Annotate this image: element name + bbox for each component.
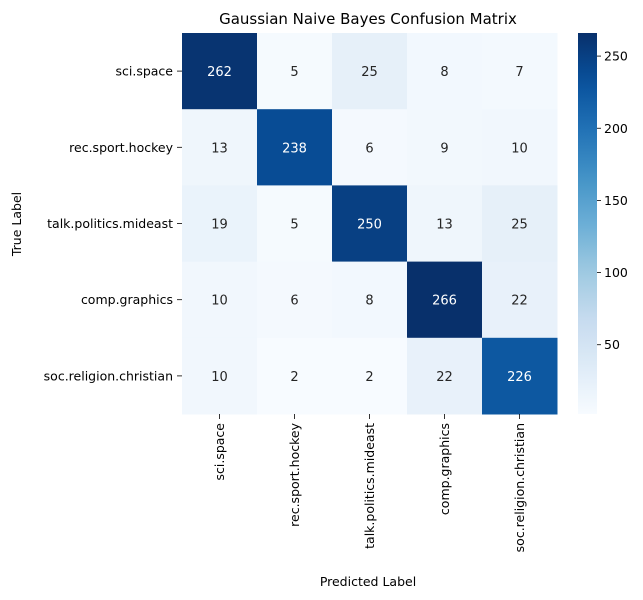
- heatmap-cell: [332, 33, 408, 110]
- cell-value-label: 22: [436, 370, 453, 385]
- colorbar-ticks: 50 100 150 200 250: [597, 49, 628, 352]
- cell-value-label: 262: [207, 65, 232, 80]
- x-tick-label: sci.space: [212, 423, 227, 481]
- x-tick-label: rec.sport.hockey: [287, 422, 302, 526]
- heatmap-cell: [182, 185, 258, 263]
- heatmap-cell: [407, 185, 483, 263]
- cell-value-label: 226: [507, 370, 532, 385]
- heatmap-cell: [332, 261, 408, 339]
- cell-value-label: 25: [511, 218, 528, 233]
- x-axis-ticks: sci.space rec.sport.hockey talk.politics.m…: [212, 414, 527, 552]
- heatmap-cell: [332, 185, 408, 263]
- colorbar-tick-label: 250: [604, 49, 628, 64]
- cell-value-label: 13: [436, 218, 453, 233]
- cell-value-label: 2: [365, 370, 373, 385]
- cell-value-label: 19: [211, 218, 228, 233]
- cell-value-label: 7: [515, 65, 523, 80]
- colorbar-tick-label: 150: [604, 193, 628, 208]
- cell-value-label: 6: [290, 294, 298, 309]
- chart-title: Gaussian Naive Bayes Confusion Matrix: [219, 10, 517, 28]
- cell-value-label: 238: [282, 141, 307, 156]
- x-axis-label: Predicted Label: [320, 574, 416, 589]
- heatmap-cell: [257, 185, 333, 263]
- heatmap-cell: [407, 33, 483, 110]
- heatmap-cell: [257, 109, 333, 186]
- heatmap-cell: [407, 337, 483, 415]
- cell-value-label: 13: [211, 141, 228, 156]
- cell-value-label: 9: [440, 141, 448, 156]
- heatmap-cell: [182, 337, 258, 415]
- heatmap-cell: [332, 109, 408, 186]
- x-tick-label: comp.graphics: [437, 423, 452, 515]
- cell-value-label: 250: [357, 218, 382, 233]
- cell-value-label: 25: [361, 65, 378, 80]
- cell-value-label: 2: [290, 370, 298, 385]
- heatmap-cell: [182, 261, 258, 339]
- colorbar: [578, 33, 597, 414]
- heatmap-cell: [407, 109, 483, 186]
- heatmap-cell: [482, 261, 558, 339]
- heatmap-cell: [482, 33, 558, 110]
- heatmap-cell: [482, 185, 558, 263]
- y-tick-label: talk.politics.mideast: [47, 216, 173, 231]
- y-axis-label: True Label: [9, 192, 24, 257]
- heatmap-cell: [257, 33, 333, 110]
- cell-value-label: 266: [432, 294, 457, 309]
- x-tick-label: soc.religion.christian: [512, 423, 527, 552]
- heatmap-cell: [407, 261, 483, 339]
- heatmap-cells: [182, 33, 558, 415]
- cell-value-label: 10: [511, 141, 528, 156]
- heatmap-cell: [482, 337, 558, 415]
- y-tick-label: soc.religion.christian: [44, 368, 173, 383]
- colorbar-tick-label: 100: [604, 265, 628, 280]
- cell-value-label: 10: [211, 294, 228, 309]
- colorbar-tick-label: 200: [604, 121, 628, 136]
- cell-value-label: 8: [365, 294, 373, 309]
- heatmap-cell: [482, 109, 558, 186]
- heatmap-cell: [332, 337, 408, 415]
- heatmap-cell: [257, 261, 333, 339]
- cell-value-label: 8: [440, 65, 448, 80]
- heatmap-cell: [182, 33, 258, 110]
- x-tick-label: talk.politics.mideast: [362, 423, 377, 549]
- y-tick-label: sci.space: [115, 64, 173, 79]
- colorbar-tick-label: 50: [604, 337, 620, 352]
- cell-value-label: 6: [365, 141, 373, 156]
- cell-value-label: 10: [211, 370, 228, 385]
- cell-value-label: 5: [290, 218, 298, 233]
- y-tick-label: comp.graphics: [81, 292, 173, 307]
- heatmap-cell: [257, 337, 333, 415]
- y-tick-label: rec.sport.hockey: [69, 140, 173, 155]
- cell-value-label: 22: [511, 294, 528, 309]
- y-axis-ticks: sci.space rec.sport.hockey talk.politics.m…: [44, 64, 182, 383]
- heatmap-cell: [182, 109, 258, 186]
- cell-value-label: 5: [290, 65, 298, 80]
